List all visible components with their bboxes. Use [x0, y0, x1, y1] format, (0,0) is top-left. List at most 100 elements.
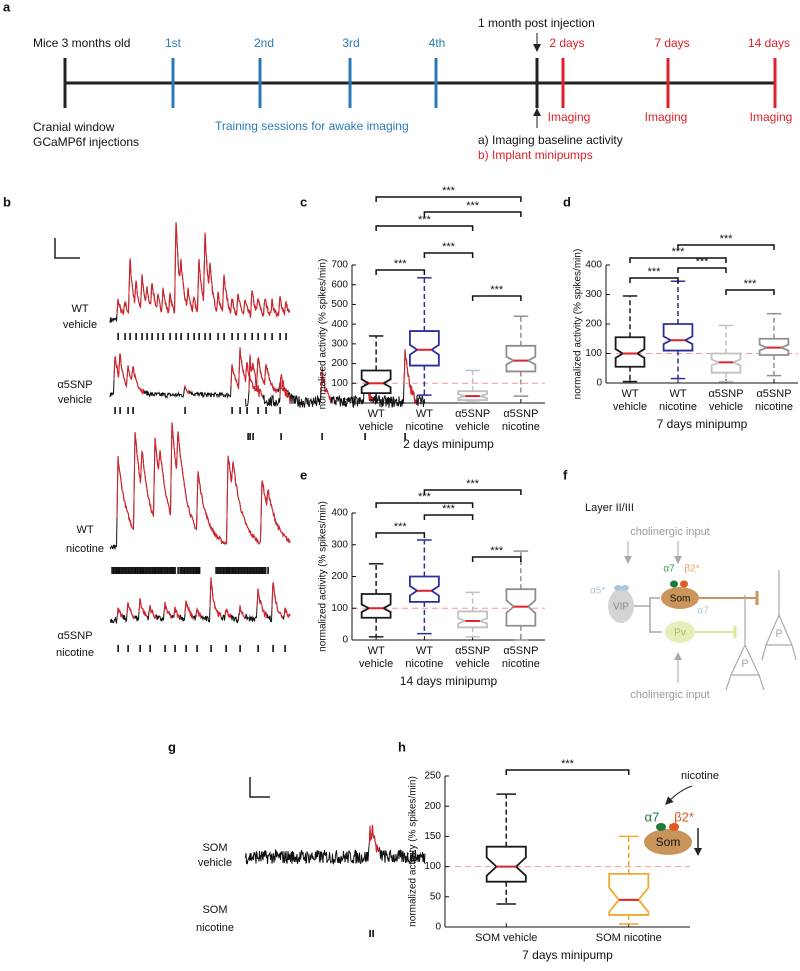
x-tick-label: WT	[669, 388, 686, 400]
receptor-label: β2*	[684, 564, 699, 575]
raster-tick	[257, 333, 259, 340]
raster-tick	[183, 567, 186, 574]
raster-tick	[225, 567, 228, 574]
raster-tick	[230, 567, 232, 574]
raster-tick	[172, 567, 175, 574]
trace	[109, 577, 291, 625]
x-tick-label: α5SNP	[503, 408, 538, 420]
panel-letter: f	[563, 467, 568, 482]
raster-tick	[129, 333, 131, 340]
raster-tick	[139, 567, 142, 574]
significance-label: ***	[394, 258, 408, 270]
raster-tick	[369, 930, 371, 937]
session-label: 1st	[165, 36, 182, 50]
raster-tick	[193, 333, 195, 340]
timeline-step: a) Imaging baseline activity	[478, 133, 623, 147]
raster-tick	[280, 433, 282, 440]
x-tick-label: nicotine	[755, 401, 793, 413]
y-tick-label: 100	[331, 603, 348, 614]
raster-tick	[115, 567, 118, 574]
raster-tick	[198, 567, 201, 574]
cell-label: P	[741, 658, 748, 670]
raster-tick	[185, 567, 187, 574]
raster-tick	[162, 567, 164, 574]
significance-bracket	[423, 489, 522, 495]
raster-tick	[187, 333, 189, 340]
imaging-label: Imaging	[645, 110, 688, 124]
y-tick-label: 0	[342, 398, 348, 409]
raster-tick	[111, 567, 113, 574]
raster-tick	[138, 567, 140, 574]
raster-tick	[264, 333, 266, 340]
raster-tick	[242, 567, 244, 574]
box	[485, 845, 527, 883]
raster-tick	[186, 567, 189, 574]
significance-label: ***	[561, 758, 575, 770]
y-tick-label: 600	[331, 279, 348, 290]
raster-tick	[228, 567, 231, 574]
raster-tick	[151, 333, 153, 340]
raster-tick	[204, 333, 206, 340]
raster-tick	[135, 333, 137, 340]
raster-tick	[260, 567, 262, 574]
raster-tick	[169, 333, 171, 340]
input-label: cholinergic input	[630, 689, 710, 701]
y-tick-label: 100	[331, 378, 348, 389]
timeline-label: Mice 3 months old	[33, 36, 130, 50]
raster-tick	[245, 567, 247, 574]
trace	[109, 347, 291, 399]
scale-bar	[54, 238, 80, 259]
box	[408, 575, 440, 603]
raster-tick	[246, 407, 248, 414]
raster-tick	[272, 645, 274, 652]
x-tick-label: nicotine	[659, 401, 697, 413]
trace-label: WT	[71, 303, 88, 315]
raster-tick	[210, 645, 212, 652]
raster-tick	[231, 407, 233, 414]
raster-tick	[118, 567, 121, 574]
raster-tick	[136, 567, 139, 574]
x-tick-label: vehicle	[456, 658, 490, 670]
significance-label: ***	[442, 185, 456, 197]
stimulus-label: nicotine	[681, 770, 719, 782]
timeline-note: GCaMP6f injections	[33, 135, 139, 149]
raster-tick	[174, 645, 176, 652]
trace-label: vehicle	[58, 394, 92, 406]
raster-tick	[156, 567, 158, 574]
receptor	[656, 823, 666, 831]
raster-tick	[157, 333, 159, 340]
significance-label: ***	[490, 284, 504, 296]
y-tick-label: 500	[331, 299, 348, 310]
raster-tick	[130, 567, 133, 574]
trace-event	[113, 347, 287, 395]
raster-tick	[244, 333, 246, 340]
y-axis-label: normalized activity (% spikes/min)	[573, 249, 584, 400]
raster-tick	[124, 567, 127, 574]
raster-tick	[243, 567, 246, 574]
trace-label: SOM	[202, 842, 227, 854]
trace-label: nicotine	[196, 922, 234, 934]
imaging-label: Imaging	[548, 110, 591, 124]
significance-label: ***	[720, 233, 734, 245]
raster-tick	[234, 567, 237, 574]
som-cell	[644, 829, 692, 855]
box	[408, 330, 440, 367]
significance-bracket	[505, 769, 630, 775]
panel-letter: d	[563, 194, 571, 209]
significance-bracket	[629, 257, 727, 263]
raster-tick	[251, 333, 253, 340]
raster-tick	[142, 567, 145, 574]
pyramidal-cell	[761, 570, 797, 661]
trace-event	[116, 221, 290, 318]
significance-label: ***	[418, 214, 432, 226]
receptor-label: α5*	[590, 586, 605, 597]
raster-tick	[209, 333, 211, 340]
session-label: 3rd	[342, 36, 359, 50]
raster-tick	[192, 567, 195, 574]
raster-tick	[123, 567, 125, 574]
cell-label: Pv	[674, 628, 686, 639]
inset-diagram: nicotine α7 β2* Som	[644, 770, 719, 856]
layer-label: Layer II/III	[585, 502, 634, 514]
raster-tick	[150, 567, 152, 574]
